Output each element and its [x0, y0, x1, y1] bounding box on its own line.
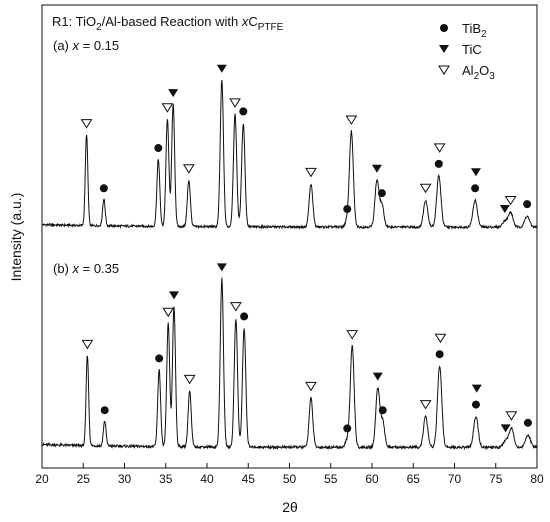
marker-tic-b-18: [471, 384, 482, 393]
x-tick-label-75: 75: [489, 472, 503, 486]
series-b-label: (b) x = 0.35: [53, 261, 119, 276]
marker-al2o3-a-0: [80, 119, 93, 129]
marker-tib2-b-17: [471, 400, 480, 409]
marker-tic-a-18: [470, 168, 481, 177]
phase-markers: [80, 64, 532, 433]
x-axis-label: 2θ: [282, 499, 298, 515]
marker-al2o3-b-5: [183, 374, 196, 385]
marker-tic-b-6: [216, 263, 227, 272]
marker-al2o3-a-3: [161, 103, 174, 113]
x-tick-label-50: 50: [283, 472, 297, 486]
marker-tib2-b-21: [523, 418, 532, 427]
marker-al2o3-b-3: [162, 307, 175, 318]
x-tick-label-25: 25: [77, 472, 91, 486]
x-tick-label-80: 80: [530, 472, 544, 486]
legend-tic-marker: [439, 45, 449, 53]
marker-al2o3-b-16: [434, 333, 447, 344]
marker-al2o3-a-20: [504, 195, 517, 206]
marker-tic-a-12: [371, 164, 382, 173]
x-tick-label-20: 20: [35, 472, 49, 486]
x-tick-label-65: 65: [407, 472, 421, 486]
x-tick-label-55: 55: [324, 472, 338, 486]
marker-tib2-b-10: [343, 424, 352, 433]
chart-title: R1: TiO2/Al-based Reaction with xCPTFE: [52, 14, 284, 33]
marker-tib2-b-15: [435, 350, 444, 359]
x-tick-label-60: 60: [365, 472, 379, 486]
marker-al2o3-b-9: [305, 381, 317, 392]
marker-tic-a-6: [216, 64, 227, 73]
x-tick-label-30: 30: [118, 472, 132, 486]
legend-al2o3-label: Al2O3: [462, 63, 495, 82]
marker-al2o3-a-5: [182, 164, 195, 174]
marker-tib2-a-15: [434, 159, 443, 168]
y-axis-label: Intensity (a.u.): [8, 193, 24, 282]
series-trace-a: [41, 79, 538, 230]
legend-tib2-label: TiB2: [462, 21, 487, 40]
marker-tib2-b-13: [378, 406, 387, 415]
marker-tic-a-19: [499, 205, 510, 214]
marker-tib2-a-1: [99, 184, 108, 193]
marker-tib2-a-17: [471, 184, 480, 193]
x-axis: 20 25 30 35 40 45 50 55 60 65 70 75 80: [35, 463, 544, 486]
marker-al2o3-a-14: [419, 183, 432, 194]
marker-tib2-b-1: [100, 406, 109, 415]
marker-al2o3-b-7: [229, 302, 242, 312]
marker-al2o3-a-9: [305, 167, 317, 178]
marker-tic-a-4: [168, 89, 179, 98]
x-tick-label-40: 40: [200, 472, 214, 486]
marker-tib2-a-8: [239, 107, 248, 116]
marker-tic-b-19: [500, 424, 511, 433]
marker-al2o3-a-11: [345, 115, 358, 125]
x-tick-label-45: 45: [242, 472, 256, 486]
marker-al2o3-b-14: [419, 400, 432, 410]
marker-al2o3-b-20: [505, 411, 518, 421]
series-trace-b: [41, 277, 538, 451]
marker-al2o3-a-16: [433, 143, 446, 153]
legend-al2o3-marker: [438, 65, 450, 75]
marker-al2o3-b-11: [346, 330, 359, 340]
legend: TiB2 TiC Al2O3: [438, 21, 495, 82]
series-a-label: (a) x = 0.15: [53, 38, 119, 53]
traces: [41, 79, 538, 451]
marker-tib2-b-2: [155, 354, 164, 363]
marker-tib2-a-13: [377, 189, 386, 198]
marker-tib2-a-10: [343, 205, 352, 214]
marker-tib2-b-8: [240, 312, 249, 321]
marker-tic-b-4: [169, 291, 179, 300]
legend-tic-label: TiC: [462, 42, 482, 57]
x-tick-label-35: 35: [159, 472, 173, 486]
marker-tib2-a-2: [154, 144, 163, 153]
marker-al2o3-b-0: [81, 339, 94, 350]
legend-tib2-marker: [440, 24, 448, 32]
marker-tic-b-12: [372, 372, 383, 381]
marker-al2o3-a-7: [229, 98, 241, 108]
x-tick-label-70: 70: [448, 472, 462, 486]
marker-tib2-a-21: [523, 200, 532, 209]
